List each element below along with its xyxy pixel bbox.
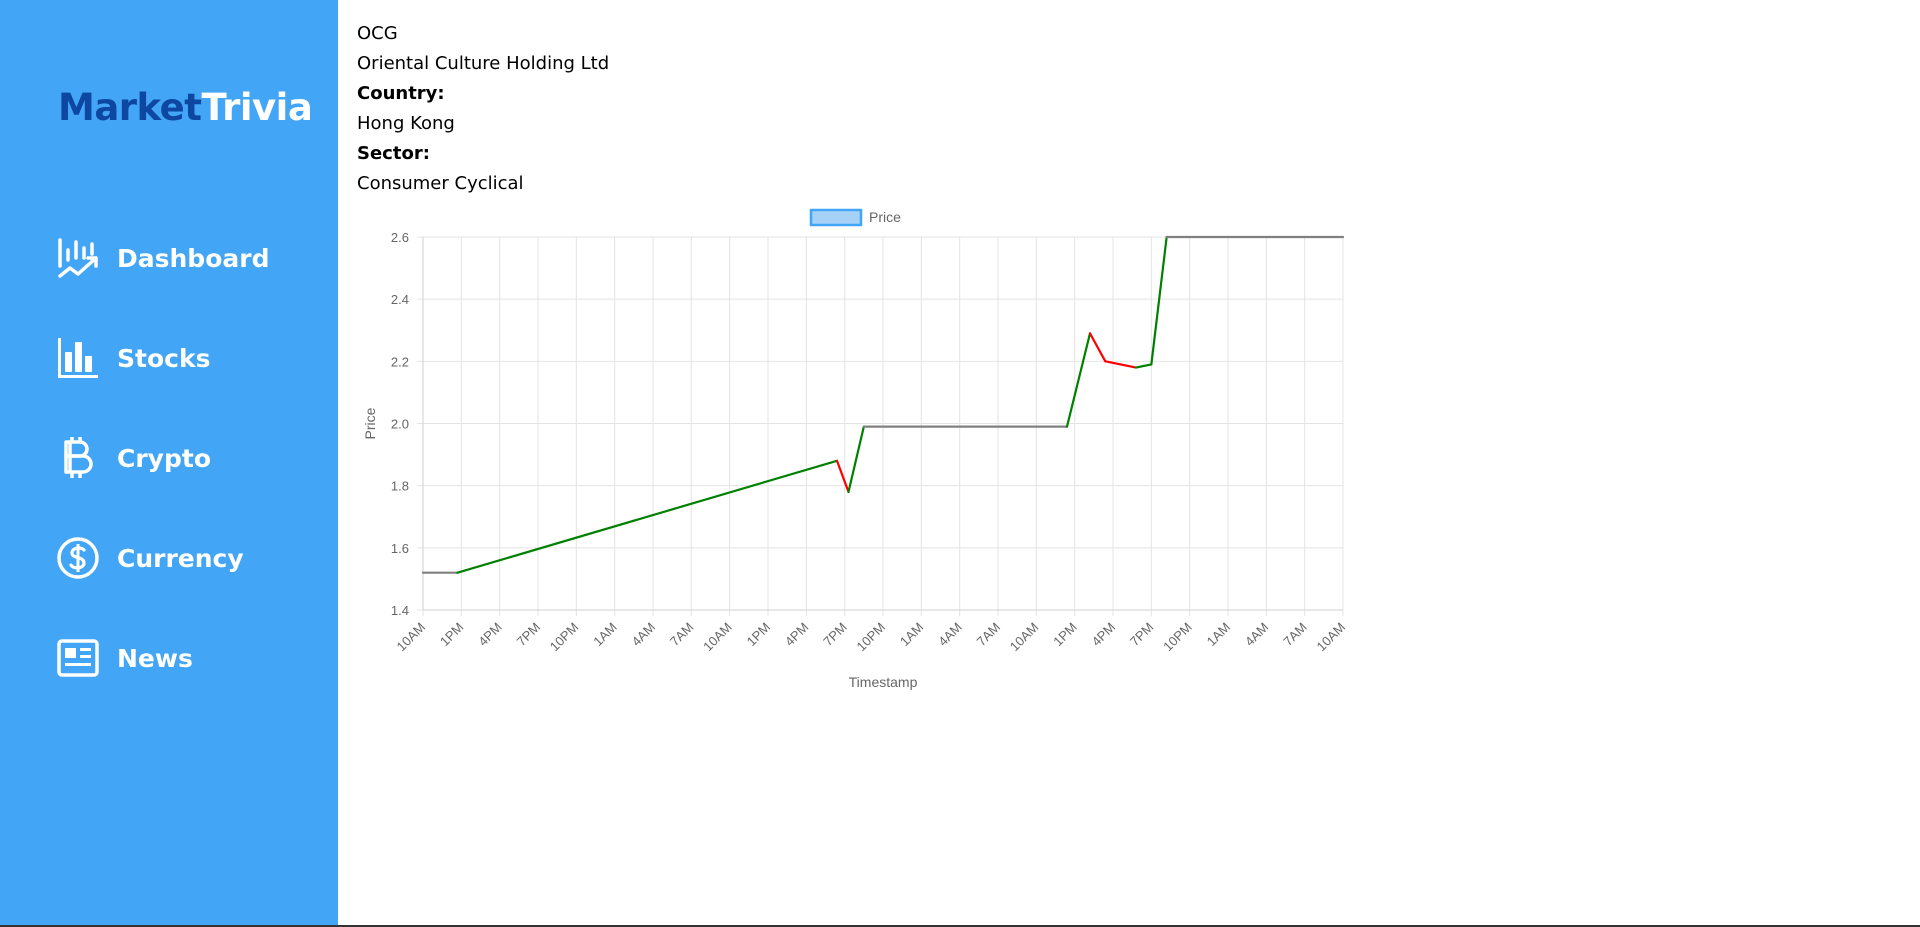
sidebar-item-crypto[interactable]: Crypto xyxy=(0,436,338,536)
price-line-segment xyxy=(1104,360,1138,369)
sidebar-item-dashboard[interactable]: Dashboard xyxy=(0,236,338,336)
brand-part2: Trivia xyxy=(201,86,313,129)
y-axis-title: Price xyxy=(362,407,378,439)
sidebar: MarketTrivia Dashboard xyxy=(0,0,338,927)
bar-chart-icon xyxy=(58,338,98,378)
sidebar-item-label: Crypto xyxy=(117,444,211,473)
y-tick-label: 2.6 xyxy=(391,230,409,245)
y-tick-label: 2.2 xyxy=(391,354,409,369)
price-line-segment xyxy=(835,459,850,493)
bitcoin-icon xyxy=(64,437,93,478)
price-line-segment xyxy=(456,459,839,574)
price-line-segment xyxy=(1150,235,1168,366)
x-tick-label: 1PM xyxy=(1050,620,1080,650)
x-tick-label: 1AM xyxy=(897,620,927,650)
legend-swatch xyxy=(809,208,863,227)
sidebar-item-label: Stocks xyxy=(117,344,211,373)
x-tick-label: 4PM xyxy=(475,620,505,650)
sidebar-item-stocks[interactable]: Stocks xyxy=(0,336,338,436)
x-tick-label: 7PM xyxy=(514,620,544,650)
x-tick-label: 4AM xyxy=(935,620,965,650)
newspaper-icon xyxy=(57,639,99,677)
x-tick-label: 10AM xyxy=(1313,620,1348,655)
legend-label: Price xyxy=(869,209,901,225)
x-tick-label: 4AM xyxy=(629,620,659,650)
x-tick-label: 1PM xyxy=(437,620,467,650)
country-label: Country: xyxy=(357,83,445,104)
x-tick-label: 4AM xyxy=(1242,620,1272,650)
price-line-segment xyxy=(847,425,865,493)
y-tick-label: 2.4 xyxy=(391,292,409,307)
x-tick-label: 10AM xyxy=(1007,620,1042,655)
x-tick-label: 7PM xyxy=(1127,620,1157,650)
x-tick-label: 7AM xyxy=(667,620,697,650)
x-tick-label: 7PM xyxy=(820,620,850,650)
sidebar-item-news[interactable]: News xyxy=(0,636,338,736)
x-tick-label: 10PM xyxy=(547,620,582,655)
x-tick-label: 10AM xyxy=(700,620,735,655)
y-tick-label: 1.6 xyxy=(391,541,409,556)
x-tick-label: 4PM xyxy=(782,620,812,650)
sidebar-item-label: News xyxy=(117,644,193,673)
x-tick-label: 7AM xyxy=(1280,620,1310,650)
x-tick-label: 10AM xyxy=(393,620,428,655)
chart-trend-icon xyxy=(58,238,98,278)
y-tick-label: 1.4 xyxy=(391,603,409,618)
sidebar-item-label: Currency xyxy=(117,544,244,573)
sidebar-nav: Dashboard Stocks xyxy=(0,236,338,736)
price-line-segment xyxy=(1065,332,1092,428)
price-chart[interactable]: 10AM 1PM 4PM 7PM 10PM 1AM 4AM 7AM 10AM 1PM 4PM 7PM 1… xyxy=(338,200,1358,700)
sector-value: Consumer Cyclical xyxy=(357,173,524,194)
brand-part1: Market xyxy=(58,86,202,129)
stock-symbol: OCG xyxy=(357,23,398,44)
bottom-border xyxy=(0,925,1920,927)
y-tick-label: 2.0 xyxy=(391,417,409,432)
x-tick-label: 7AM xyxy=(974,620,1004,650)
stock-name: Oriental Culture Holding Ltd xyxy=(357,53,610,74)
sidebar-item-currency[interactable]: Currency xyxy=(0,536,338,636)
x-tick-label: 10PM xyxy=(1160,620,1195,655)
x-tick-label: 1PM xyxy=(744,620,774,650)
brand-logo[interactable]: MarketTrivia xyxy=(58,86,313,129)
x-tick-label: 4PM xyxy=(1089,620,1119,650)
sector-label: Sector: xyxy=(357,143,430,164)
price-line-segment xyxy=(1088,332,1107,363)
dollar-circle-icon xyxy=(57,537,99,579)
x-tick-label: 10PM xyxy=(853,620,888,655)
price-line-segment xyxy=(1134,363,1153,369)
x-tick-label: 1AM xyxy=(590,620,620,650)
x-axis-title: Timestamp xyxy=(849,674,918,690)
y-tick-label: 1.8 xyxy=(391,479,409,494)
x-tick-label: 1AM xyxy=(1204,620,1234,650)
stock-info: OCG Oriental Culture Holding Ltd Country… xyxy=(357,20,609,200)
sidebar-item-label: Dashboard xyxy=(117,244,270,273)
country-value: Hong Kong xyxy=(357,113,455,134)
